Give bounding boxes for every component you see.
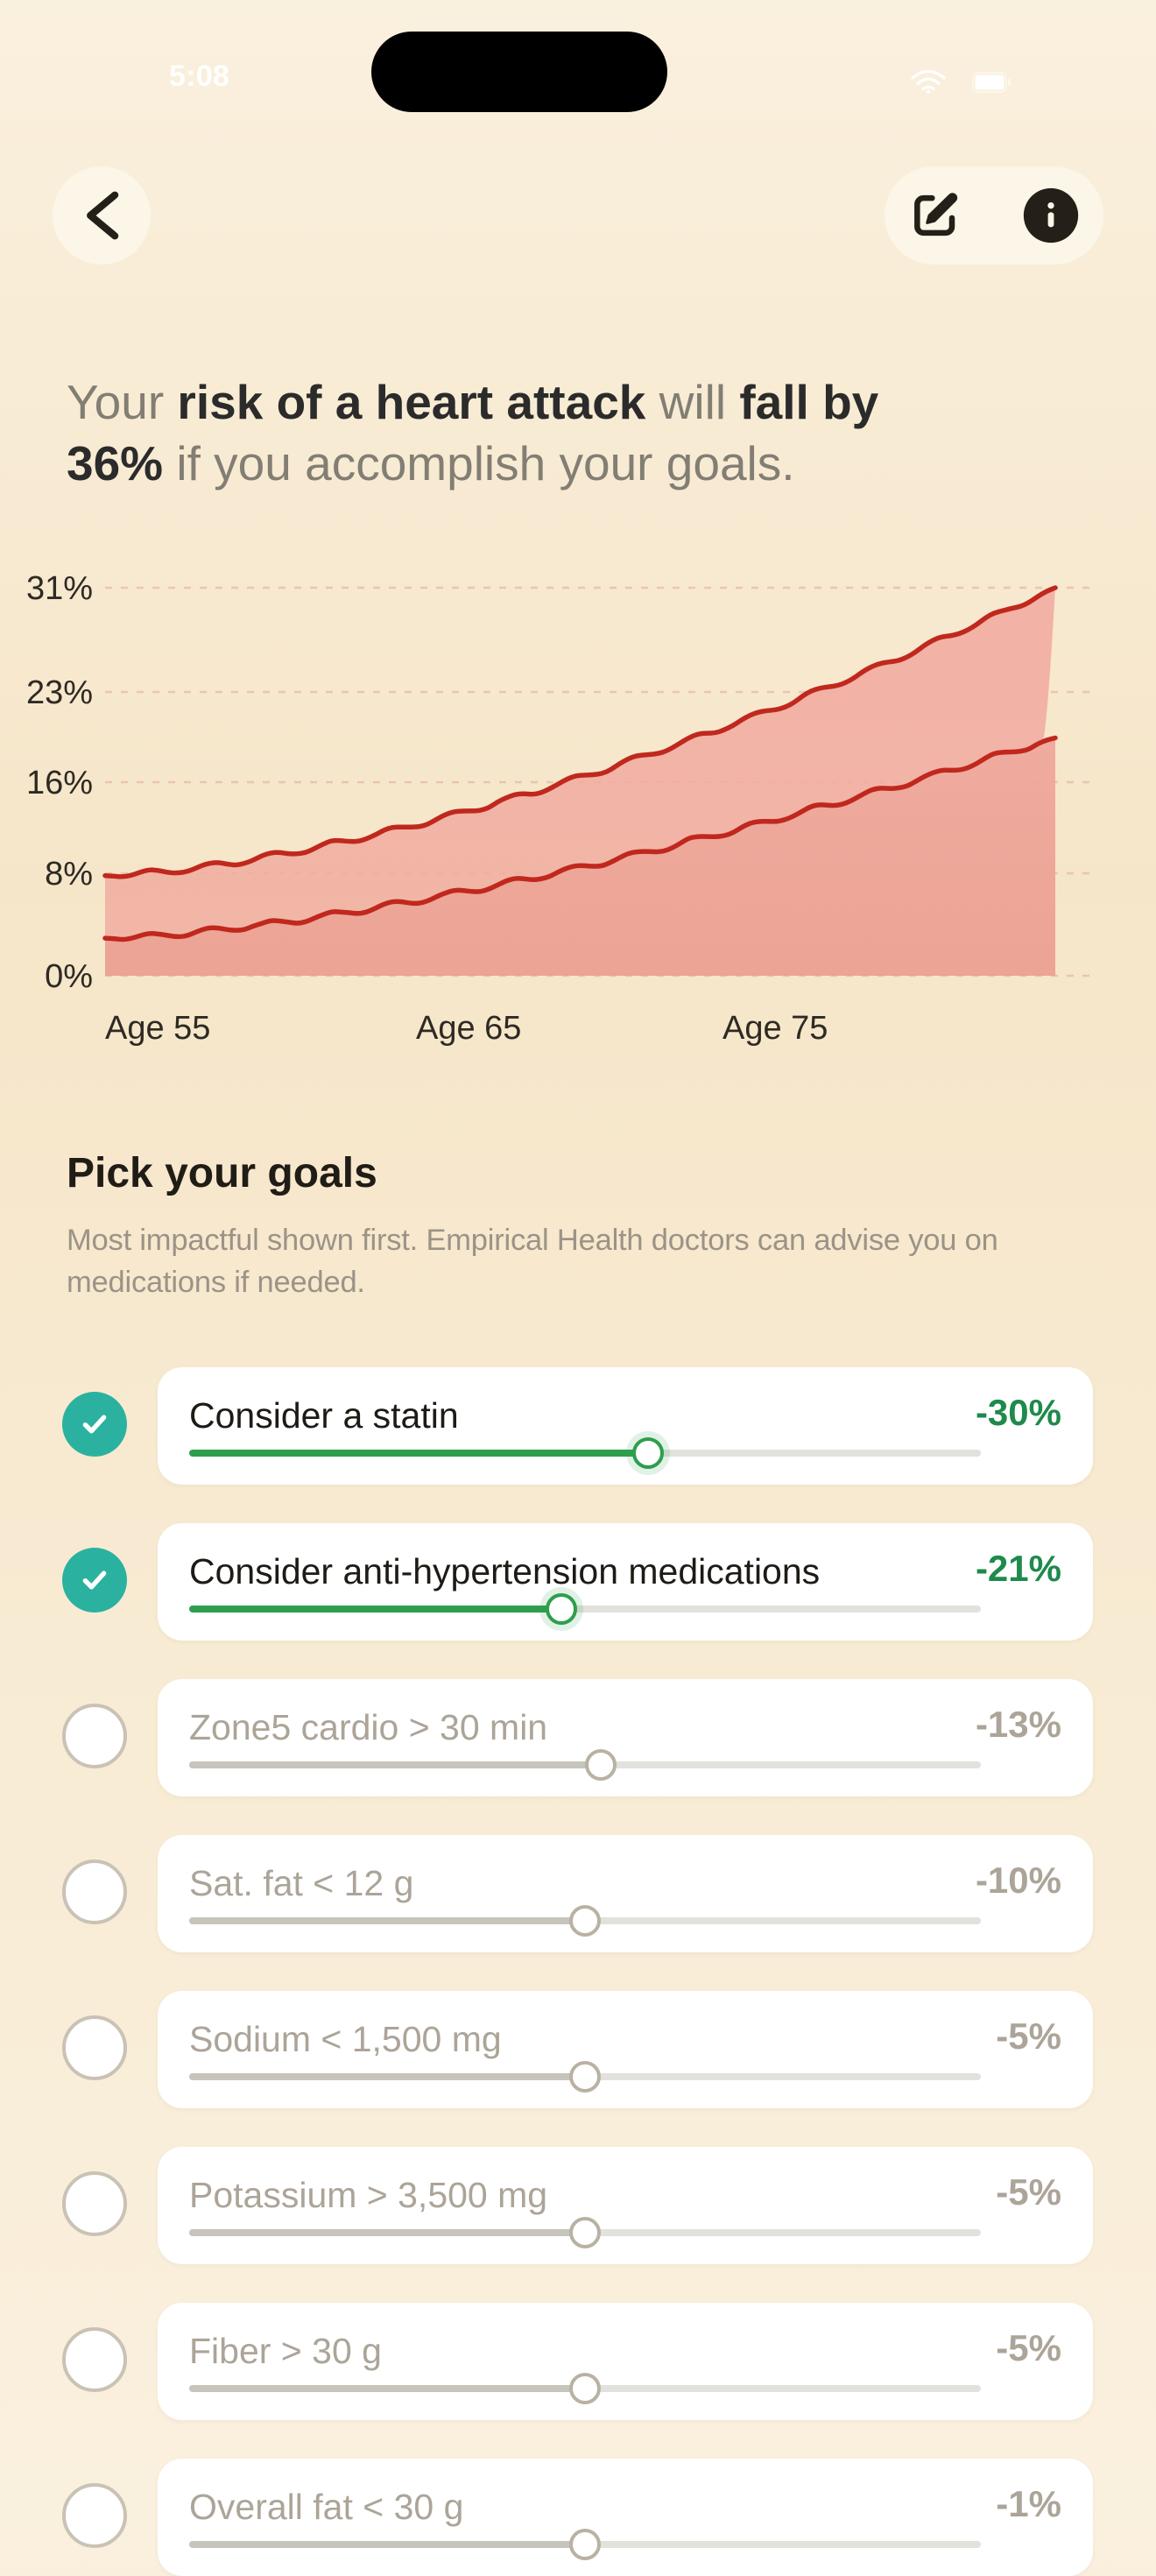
- svg-text:0%: 0%: [45, 958, 93, 995]
- svg-text:8%: 8%: [45, 856, 93, 893]
- svg-text:Age 65: Age 65: [416, 1010, 521, 1047]
- svg-text:Age 55: Age 55: [105, 1010, 210, 1047]
- svg-text:Age 75: Age 75: [722, 1010, 828, 1047]
- svg-text:31%: 31%: [26, 570, 93, 607]
- svg-text:16%: 16%: [26, 765, 93, 801]
- svg-text:23%: 23%: [26, 674, 93, 711]
